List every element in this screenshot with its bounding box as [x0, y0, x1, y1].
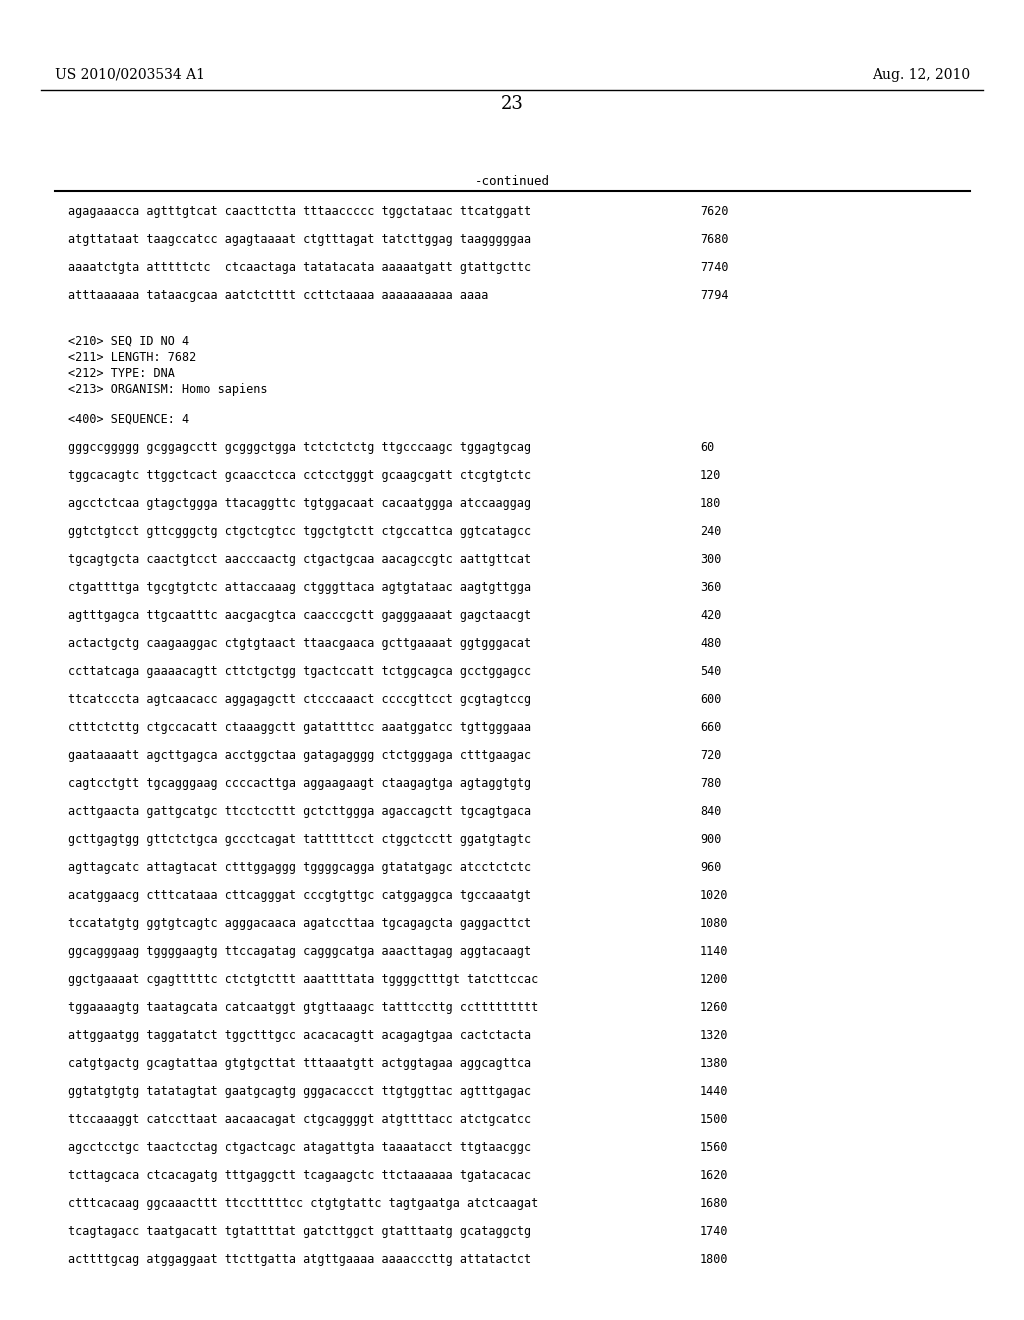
Text: -continued: -continued	[474, 176, 550, 187]
Text: 780: 780	[700, 777, 721, 789]
Text: 960: 960	[700, 861, 721, 874]
Text: 1260: 1260	[700, 1001, 728, 1014]
Text: agcctcctgc taactcctag ctgactcagc atagattgta taaaatacct ttgtaacggc: agcctcctgc taactcctag ctgactcagc atagatt…	[68, 1140, 531, 1154]
Text: aaaatctgta atttttctc  ctcaactaga tatatacata aaaaatgatt gtattgcttc: aaaatctgta atttttctc ctcaactaga tatataca…	[68, 261, 531, 275]
Text: tccatatgtg ggtgtcagtc agggacaaca agatccttaa tgcagagcta gaggacttct: tccatatgtg ggtgtcagtc agggacaaca agatcct…	[68, 917, 531, 931]
Text: tcagtagacc taatgacatt tgtattttat gatcttggct gtatttaatg gcataggctg: tcagtagacc taatgacatt tgtattttat gatcttg…	[68, 1225, 531, 1238]
Text: 420: 420	[700, 609, 721, 622]
Text: agcctctcaa gtagctggga ttacaggttc tgtggacaat cacaatggga atccaaggag: agcctctcaa gtagctggga ttacaggttc tgtggac…	[68, 498, 531, 510]
Text: ttcatcccta agtcaacacc aggagagctt ctcccaaact ccccgttcct gcgtagtccg: ttcatcccta agtcaacacc aggagagctt ctcccaa…	[68, 693, 531, 706]
Text: 7680: 7680	[700, 234, 728, 246]
Text: 60: 60	[700, 441, 715, 454]
Text: catgtgactg gcagtattaa gtgtgcttat tttaaatgtt actggtagaa aggcagttca: catgtgactg gcagtattaa gtgtgcttat tttaaat…	[68, 1057, 531, 1071]
Text: 7740: 7740	[700, 261, 728, 275]
Text: 1560: 1560	[700, 1140, 728, 1154]
Text: ctttctcttg ctgccacatt ctaaaggctt gatattttcc aaatggatcc tgttgggaaa: ctttctcttg ctgccacatt ctaaaggctt gatattt…	[68, 721, 531, 734]
Text: 900: 900	[700, 833, 721, 846]
Text: 1620: 1620	[700, 1170, 728, 1181]
Text: agagaaacca agtttgtcat caacttctta tttaaccccc tggctataac ttcatggatt: agagaaacca agtttgtcat caacttctta tttaacc…	[68, 205, 531, 218]
Text: gaataaaatt agcttgagca acctggctaa gatagagggg ctctgggaga ctttgaagac: gaataaaatt agcttgagca acctggctaa gatagag…	[68, 748, 531, 762]
Text: 360: 360	[700, 581, 721, 594]
Text: 480: 480	[700, 638, 721, 649]
Text: Aug. 12, 2010: Aug. 12, 2010	[871, 69, 970, 82]
Text: agttagcatc attagtacat ctttggaggg tggggcagga gtatatgagc atcctctctc: agttagcatc attagtacat ctttggaggg tggggca…	[68, 861, 531, 874]
Text: 1680: 1680	[700, 1197, 728, 1210]
Text: ctgattttga tgcgtgtctc attaccaaag ctgggttaca agtgtataac aagtgttgga: ctgattttga tgcgtgtctc attaccaaag ctgggtt…	[68, 581, 531, 594]
Text: tggaaaagtg taatagcata catcaatggt gtgttaaagc tatttccttg ccttttttttt: tggaaaagtg taatagcata catcaatggt gtgttaa…	[68, 1001, 539, 1014]
Text: 660: 660	[700, 721, 721, 734]
Text: ggctgaaaat cgagtttttc ctctgtcttt aaattttata tggggctttgt tatcttccac: ggctgaaaat cgagtttttc ctctgtcttt aaatttt…	[68, 973, 539, 986]
Text: 1200: 1200	[700, 973, 728, 986]
Text: 1740: 1740	[700, 1225, 728, 1238]
Text: acttttgcag atggaggaat ttcttgatta atgttgaaaa aaaacccttg attatactct: acttttgcag atggaggaat ttcttgatta atgttga…	[68, 1253, 531, 1266]
Text: gggccggggg gcggagcctt gcgggctgga tctctctctg ttgcccaagc tggagtgcag: gggccggggg gcggagcctt gcgggctgga tctctct…	[68, 441, 531, 454]
Text: gcttgagtgg gttctctgca gccctcagat tatttttcct ctggctcctt ggatgtagtc: gcttgagtgg gttctctgca gccctcagat tattttt…	[68, 833, 531, 846]
Text: ctttcacaag ggcaaacttt ttcctttttcc ctgtgtattc tagtgaatga atctcaagat: ctttcacaag ggcaaacttt ttcctttttcc ctgtgt…	[68, 1197, 539, 1210]
Text: ccttatcaga gaaaacagtt cttctgctgg tgactccatt tctggcagca gcctggagcc: ccttatcaga gaaaacagtt cttctgctgg tgactcc…	[68, 665, 531, 678]
Text: ggcagggaag tggggaagtg ttccagatag cagggcatga aaacttagag aggtacaagt: ggcagggaag tggggaagtg ttccagatag cagggca…	[68, 945, 531, 958]
Text: 1080: 1080	[700, 917, 728, 931]
Text: 720: 720	[700, 748, 721, 762]
Text: 120: 120	[700, 469, 721, 482]
Text: 1500: 1500	[700, 1113, 728, 1126]
Text: 7620: 7620	[700, 205, 728, 218]
Text: atgttataat taagccatcc agagtaaaat ctgtttagat tatcttggag taagggggaa: atgttataat taagccatcc agagtaaaat ctgttta…	[68, 234, 531, 246]
Text: <212> TYPE: DNA: <212> TYPE: DNA	[68, 367, 175, 380]
Text: 180: 180	[700, 498, 721, 510]
Text: ggtatgtgtg tatatagtat gaatgcagtg gggacaccct ttgtggttac agtttgagac: ggtatgtgtg tatatagtat gaatgcagtg gggacac…	[68, 1085, 531, 1098]
Text: cagtcctgtt tgcagggaag ccccacttga aggaagaagt ctaagagtga agtaggtgtg: cagtcctgtt tgcagggaag ccccacttga aggaaga…	[68, 777, 531, 789]
Text: 240: 240	[700, 525, 721, 539]
Text: 840: 840	[700, 805, 721, 818]
Text: <213> ORGANISM: Homo sapiens: <213> ORGANISM: Homo sapiens	[68, 383, 267, 396]
Text: 300: 300	[700, 553, 721, 566]
Text: tggcacagtc ttggctcact gcaacctcca cctcctgggt gcaagcgatt ctcgtgtctc: tggcacagtc ttggctcact gcaacctcca cctcctg…	[68, 469, 531, 482]
Text: ttccaaaggt catccttaat aacaacagat ctgcaggggt atgttttacc atctgcatcc: ttccaaaggt catccttaat aacaacagat ctgcagg…	[68, 1113, 531, 1126]
Text: ggtctgtcct gttcgggctg ctgctcgtcc tggctgtctt ctgccattca ggtcatagcc: ggtctgtcct gttcgggctg ctgctcgtcc tggctgt…	[68, 525, 531, 539]
Text: 1140: 1140	[700, 945, 728, 958]
Text: tgcagtgcta caactgtcct aacccaactg ctgactgcaa aacagccgtc aattgttcat: tgcagtgcta caactgtcct aacccaactg ctgactg…	[68, 553, 531, 566]
Text: <210> SEQ ID NO 4: <210> SEQ ID NO 4	[68, 335, 189, 348]
Text: actactgctg caagaaggac ctgtgtaact ttaacgaaca gcttgaaaat ggtgggacat: actactgctg caagaaggac ctgtgtaact ttaacga…	[68, 638, 531, 649]
Text: 1440: 1440	[700, 1085, 728, 1098]
Text: 1380: 1380	[700, 1057, 728, 1071]
Text: <400> SEQUENCE: 4: <400> SEQUENCE: 4	[68, 413, 189, 426]
Text: 7794: 7794	[700, 289, 728, 302]
Text: US 2010/0203534 A1: US 2010/0203534 A1	[55, 69, 205, 82]
Text: atttaaaaaa tataacgcaa aatctctttt ccttctaaaa aaaaaaaaaa aaaa: atttaaaaaa tataacgcaa aatctctttt ccttcta…	[68, 289, 488, 302]
Text: 600: 600	[700, 693, 721, 706]
Text: 540: 540	[700, 665, 721, 678]
Text: 1020: 1020	[700, 888, 728, 902]
Text: attggaatgg taggatatct tggctttgcc acacacagtt acagagtgaa cactctacta: attggaatgg taggatatct tggctttgcc acacaca…	[68, 1030, 531, 1041]
Text: <211> LENGTH: 7682: <211> LENGTH: 7682	[68, 351, 197, 364]
Text: 23: 23	[501, 95, 523, 114]
Text: 1800: 1800	[700, 1253, 728, 1266]
Text: acatggaacg ctttcataaa cttcagggat cccgtgttgc catggaggca tgccaaatgt: acatggaacg ctttcataaa cttcagggat cccgtgt…	[68, 888, 531, 902]
Text: agtttgagca ttgcaatttc aacgacgtca caacccgctt gagggaaaat gagctaacgt: agtttgagca ttgcaatttc aacgacgtca caacccg…	[68, 609, 531, 622]
Text: tcttagcaca ctcacagatg tttgaggctt tcagaagctc ttctaaaaaa tgatacacac: tcttagcaca ctcacagatg tttgaggctt tcagaag…	[68, 1170, 531, 1181]
Text: 1320: 1320	[700, 1030, 728, 1041]
Text: acttgaacta gattgcatgc ttcctccttt gctcttggga agaccagctt tgcagtgaca: acttgaacta gattgcatgc ttcctccttt gctcttg…	[68, 805, 531, 818]
